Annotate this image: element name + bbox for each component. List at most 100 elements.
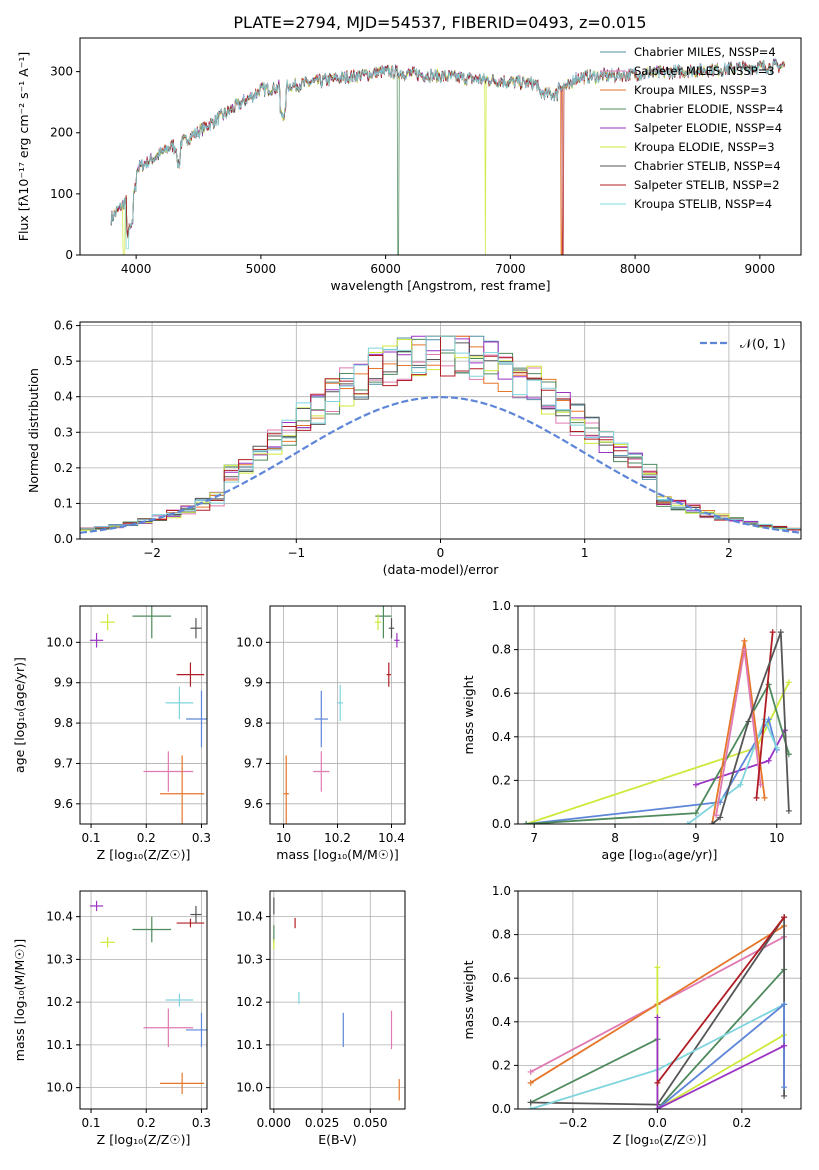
y-tick-label: 0.0 — [54, 532, 73, 546]
histogram-step — [80, 335, 801, 530]
legend-entry: Salpeter STELIB, NSSP=2 — [634, 178, 780, 192]
x-tick-label: 10.2 — [324, 831, 351, 845]
y-tick-label: 0.5 — [54, 354, 73, 368]
legend-entry: Salpeter MILES, NSSP=3 — [634, 64, 775, 78]
x-axis-label: Z [log₁₀(Z/Z☉)] — [97, 847, 191, 862]
x-tick-label: 0.2 — [732, 1116, 751, 1130]
axes-frame — [79, 605, 208, 825]
y-tick-label: 9.6 — [54, 797, 73, 811]
y-tick-label: 0.0 — [492, 817, 511, 831]
y-tick-label: 10.4 — [46, 910, 73, 924]
y-tick-label: 0.0 — [492, 1102, 511, 1116]
y-tick-label: 0.2 — [492, 1058, 511, 1072]
x-tick-label: 0.1 — [81, 831, 100, 845]
weight-line — [656, 916, 785, 1084]
y-tick-label: 0.6 — [492, 686, 511, 700]
weight-marker — [523, 821, 530, 824]
y-tick-label: 10.2 — [46, 995, 73, 1009]
x-tick-label: 10.4 — [378, 831, 405, 845]
y-tick-label: 10.4 — [236, 910, 263, 924]
weight-marker — [654, 1079, 661, 1086]
x-tick-label: 5000 — [246, 262, 277, 276]
x-tick-label: 2 — [725, 546, 733, 560]
x-tick-label: 0.3 — [192, 831, 211, 845]
y-tick-label: 0.6 — [492, 971, 511, 985]
x-tick-label: 0.1 — [81, 1116, 100, 1130]
x-tick-label: 0.025 — [305, 1116, 339, 1130]
weight-marker — [781, 914, 788, 921]
panel-mass_vs_Z: 0.1 0.2 0.3 10.0 10.1 10.2 10.3 10.4 Z [log₁₀(Z/… — [12, 890, 211, 1147]
histogram-step — [80, 335, 801, 531]
plot-area-mass_vs_Z — [89, 900, 207, 1095]
x-tick-label: 1 — [581, 546, 589, 560]
weight-marker — [527, 1068, 534, 1075]
plot-area-weight_vs_Z — [527, 914, 788, 1109]
legend-entry: Kroupa MILES, NSSP=3 — [634, 83, 767, 97]
panel-residuals: −2 −1 0 1 2 0.0 0.1 0.2 0.3 0.4 0.5 0.6 𝒩(0, 1) (data… — [26, 319, 802, 577]
x-tick-label: 9000 — [745, 262, 776, 276]
plot-area-age_vs_mass — [283, 606, 400, 824]
weight-marker — [527, 1106, 534, 1109]
x-tick-label: 7000 — [495, 262, 526, 276]
weight-marker — [741, 637, 748, 644]
weight-marker — [781, 1042, 788, 1049]
x-tick-label: 0.000 — [257, 1116, 291, 1130]
x-axis-label: Z [log₁₀(Z/Z☉)] — [613, 1132, 707, 1147]
panel-spectrum: 4000 5000 6000 7000 8000 9000 0 100 200 300 Chabri… — [16, 37, 802, 293]
x-axis-label: Z [log₁₀(Z/Z☉)] — [97, 1132, 191, 1147]
x-tick-label: −2 — [143, 546, 161, 560]
y-tick-label: 0.8 — [492, 643, 511, 657]
panel-weight_vs_age: 7 8 9 10 0.0 0.2 0.4 0.6 0.8 1.0 age [log₁₀(age/yr… — [461, 599, 802, 862]
weight-line — [526, 682, 790, 824]
weight-marker — [765, 757, 772, 764]
spectrum-line — [110, 60, 786, 250]
panel-age_vs_mass: 10 10.2 10.4 9.6 9.7 9.8 9.9 10.0 mass [log₁₀(M/… — [236, 605, 406, 862]
y-tick-label: 10.0 — [46, 635, 73, 649]
panels: 4000 5000 6000 7000 8000 90000100200300Chabri… — [12, 37, 802, 1147]
legend-entry: Salpeter ELODIE, NSSP=4 — [634, 121, 782, 135]
y-tick-label: 0.6 — [54, 319, 73, 333]
weight-marker — [717, 814, 724, 821]
y-tick-label: 0.4 — [54, 390, 73, 404]
weight-marker — [692, 810, 699, 817]
y-tick-label: 10.2 — [236, 995, 263, 1009]
x-tick-label: 8000 — [620, 262, 651, 276]
plot-area-weight_vs_age — [523, 629, 792, 824]
y-tick-label: 200 — [50, 126, 73, 140]
weight-line — [687, 716, 778, 824]
weight-marker — [781, 1084, 788, 1091]
x-tick-label: −0.2 — [558, 1116, 587, 1130]
y-axis-label: Normed distribution — [26, 368, 41, 493]
weight-marker — [527, 1099, 534, 1106]
x-tick-label: 0.0 — [648, 1116, 667, 1130]
axes-frame — [79, 37, 802, 256]
x-tick-label: 0.050 — [353, 1116, 387, 1130]
weight-marker — [761, 794, 768, 801]
y-tick-label: 0 — [65, 248, 73, 262]
legend-entry: Kroupa STELIB, NSSP=4 — [634, 197, 772, 211]
weight-line — [656, 1017, 785, 1109]
x-axis-label: wavelength [Angstrom, rest frame] — [330, 278, 550, 293]
axes-frame — [517, 605, 802, 825]
x-tick-label: 10 — [276, 831, 291, 845]
y-axis-label: age [log₁₀(age/yr)] — [12, 657, 27, 773]
legend: 𝒩(0, 1) — [700, 336, 786, 351]
plot-area-age_vs_Z — [89, 606, 207, 824]
x-tick-label: 10 — [769, 831, 784, 845]
y-tick-label: 10.1 — [46, 1038, 73, 1052]
y-tick-label: 0.1 — [54, 496, 73, 510]
legend-entry: Chabrier STELIB, NSSP=4 — [634, 159, 781, 173]
y-tick-label: 1.0 — [492, 884, 511, 898]
weight-marker — [654, 1106, 661, 1109]
y-tick-label: 10.3 — [46, 952, 73, 966]
plot-area-residuals — [80, 335, 801, 534]
y-tick-label: 10.3 — [236, 952, 263, 966]
y-tick-label: 9.9 — [244, 676, 263, 690]
weight-line — [755, 632, 774, 798]
figure-title: PLATE=2794, MJD=54537, FIBERID=0493, z=0… — [233, 13, 646, 32]
weight-marker — [753, 794, 760, 801]
x-tick-label: 0.2 — [137, 831, 156, 845]
y-tick-label: 9.8 — [244, 716, 263, 730]
plot-area-spectrum — [110, 57, 786, 255]
